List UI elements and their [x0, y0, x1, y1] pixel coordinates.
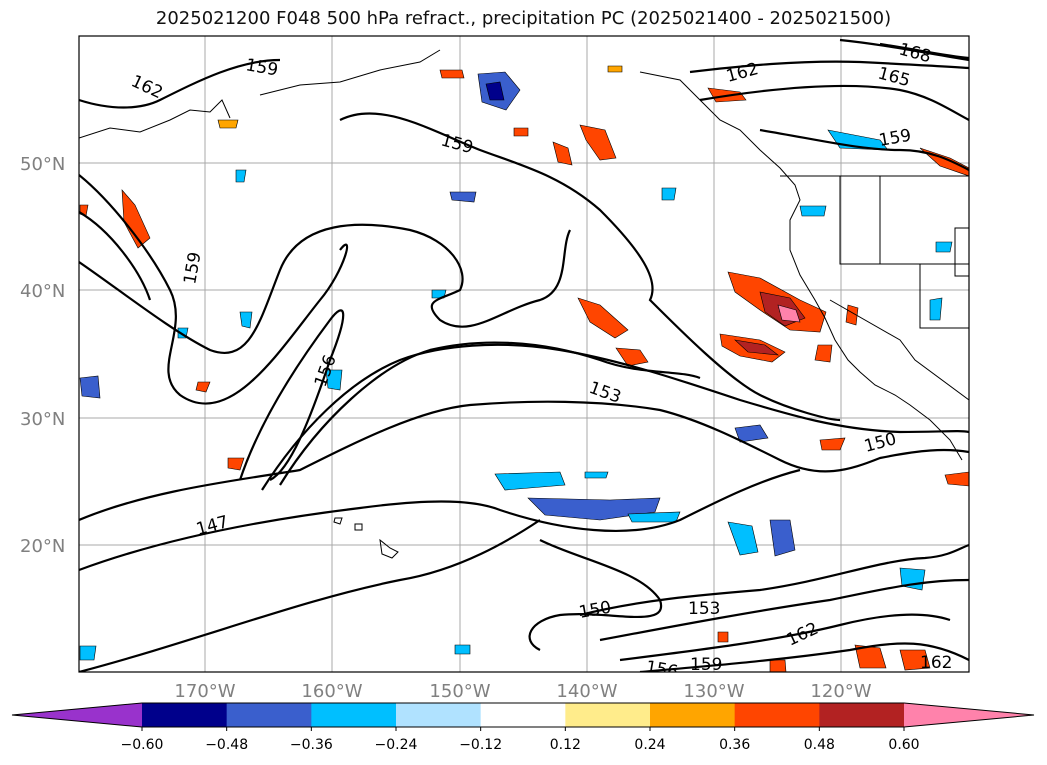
colorbar-tick-label: −0.60	[121, 737, 164, 753]
colorbar-tick-label: 0.48	[804, 737, 835, 753]
refractivity-contours	[79, 38, 969, 672]
lat-label: 20°N	[20, 536, 65, 557]
colorbar-extension-high	[904, 703, 1034, 727]
lon-label: 150°W	[429, 681, 490, 702]
lat-label: 40°N	[20, 281, 65, 302]
contour-label: 159	[690, 655, 722, 675]
colorbar: −0.60 −0.48 −0.36 −0.24 −0.12 0.12 0.24 0.36 0.4…	[11, 702, 1035, 753]
lat-label: 50°N	[20, 154, 65, 175]
coastlines	[79, 49, 969, 559]
colorbar-tick-label: −0.48	[205, 737, 248, 753]
colorbar-tick-label: 0.36	[719, 737, 750, 753]
latitude-labels: 50°N 40°N 30°N 20°N	[20, 154, 65, 557]
colorbar-tick-label: 0.60	[888, 737, 919, 753]
longitude-labels: 170°W 160°W 150°W 140°W 130°W 120°W	[174, 681, 871, 702]
map-title: 2025021200 F048 500 hPa refract., precip…	[155, 8, 892, 29]
colorbar-segment	[565, 703, 651, 727]
colorbar-tick-label: −0.24	[375, 737, 418, 753]
contour-label: 153	[688, 599, 720, 619]
colorbar-tick-label: −0.12	[459, 737, 502, 753]
lon-label: 170°W	[174, 681, 235, 702]
colorbar-segment	[142, 703, 228, 727]
precip-negative	[79, 71, 953, 661]
colorbar-segment	[819, 703, 905, 727]
colorbar-extension-low	[12, 703, 142, 727]
lon-label: 130°W	[683, 681, 744, 702]
colorbar-tick-label: 0.12	[550, 737, 581, 753]
colorbar-segment	[734, 703, 820, 727]
contour-label: 156	[644, 657, 679, 682]
precip-positive	[79, 65, 969, 672]
lat-label: 30°N	[20, 409, 65, 430]
colorbar-tick-label: −0.36	[290, 737, 333, 753]
lon-label: 120°W	[810, 681, 871, 702]
lon-label: 160°W	[301, 681, 362, 702]
colorbar-segment	[226, 703, 312, 727]
colorbar-segment	[311, 703, 397, 727]
colorbar-segment	[650, 703, 736, 727]
map-frame	[78, 35, 970, 673]
contour-label: 162	[920, 653, 952, 673]
colorbar-segment	[480, 703, 566, 727]
lon-label: 140°W	[556, 681, 617, 702]
colorbar-segment	[396, 703, 482, 727]
colorbar-tick-label: 0.24	[634, 737, 665, 753]
